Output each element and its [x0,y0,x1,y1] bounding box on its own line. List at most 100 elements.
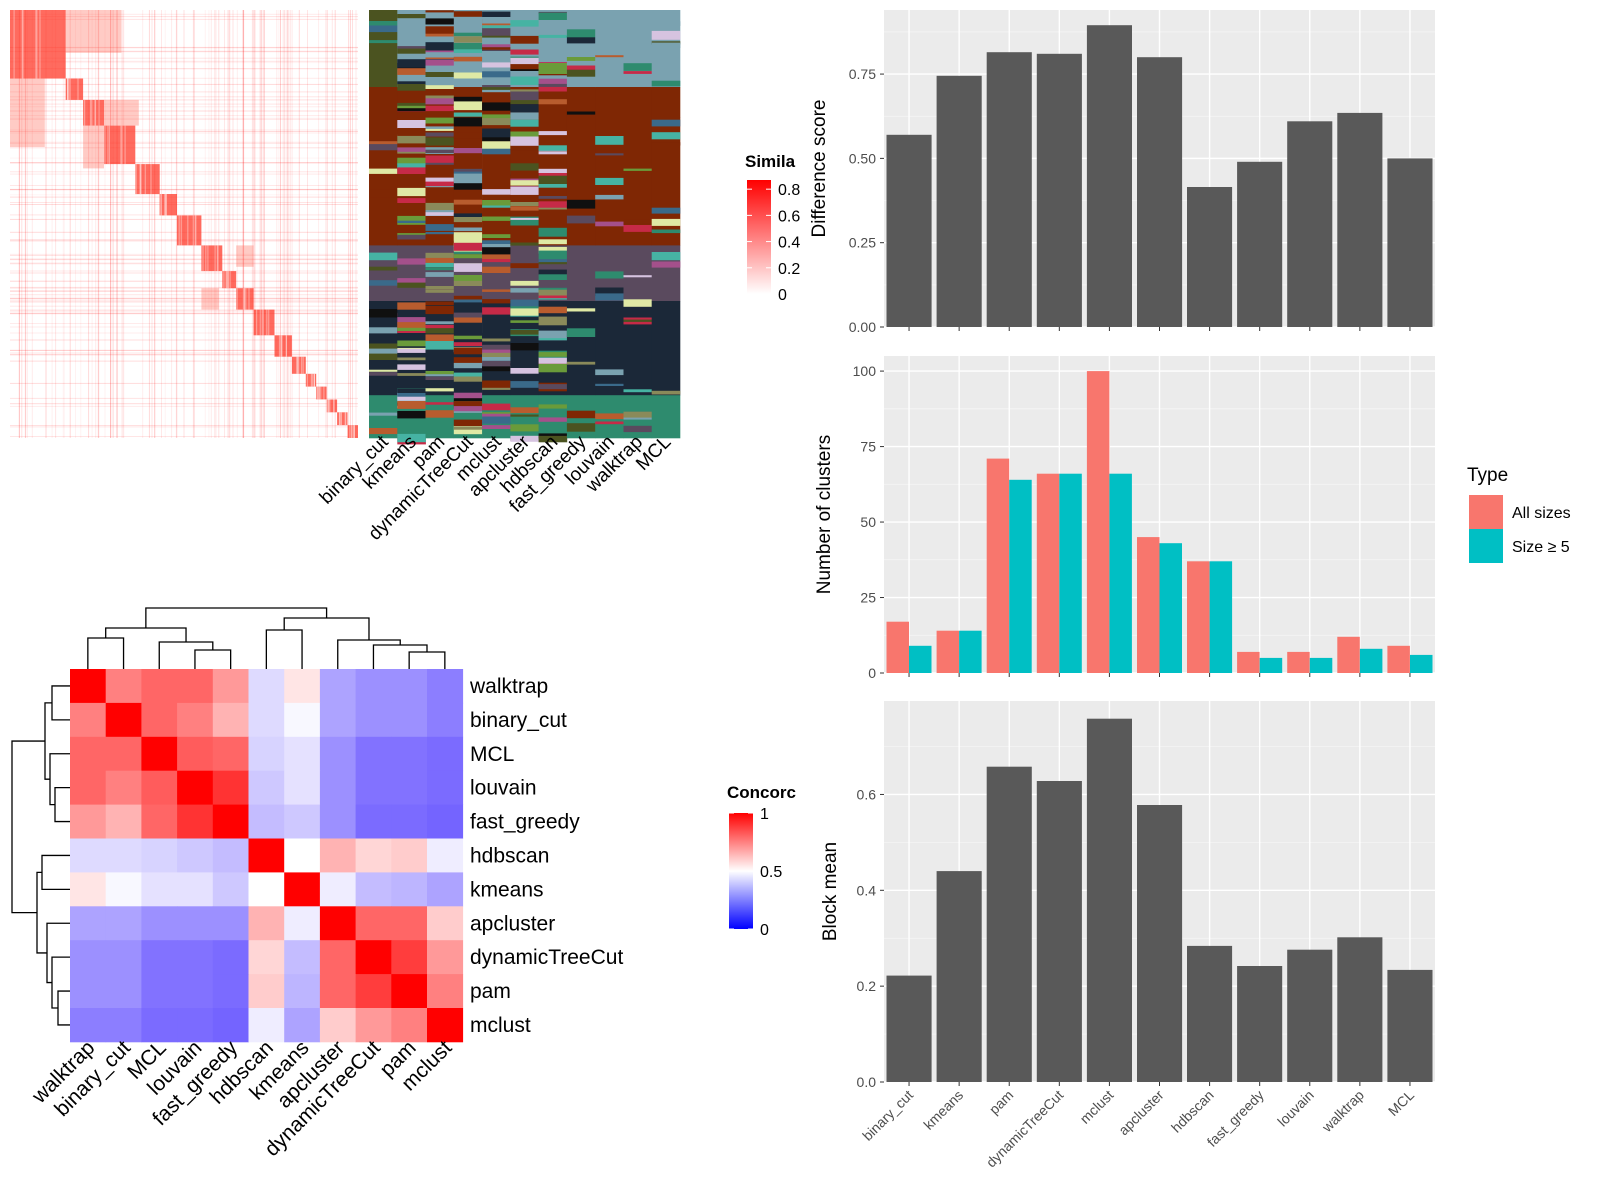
bar-mclust [1086,25,1132,327]
concordance-cell [248,940,285,975]
concordance-cell [248,770,285,805]
concordance-cell [427,804,464,839]
concordance-cell [212,770,249,805]
concordance-cell [355,669,392,704]
y-tick-label: 25 [860,590,876,606]
concordance-cell [248,736,285,772]
similarity-legend-tick: 0 [778,287,787,304]
bar-pam-1 [1009,479,1032,673]
concordance-cell [105,669,142,704]
y-tick-label: 75 [860,439,876,455]
bar-louvain [1287,949,1333,1082]
concordance-cell [141,940,178,975]
concordance-cell [284,838,321,873]
concordance-cell [248,1008,285,1043]
x-tick-label-louvain: louvain [1274,1087,1317,1130]
annotation-method-labels: binary_cutkmeanspamdynamicTreeCutmclusta… [316,431,676,544]
concordance-cell [319,1008,356,1043]
concordance-cell [427,838,464,873]
concordance-cell [391,804,428,839]
bar-louvain-0 [1287,651,1310,673]
concordance-cell [391,1008,428,1043]
concordance-cell [212,872,249,907]
concordance-cell [248,669,285,704]
concordance-cell [355,736,392,772]
concordance-cell [70,940,107,975]
concordance-cell [105,736,142,772]
similarity-legend-tick: 0.4 [778,235,800,252]
y-tick-label: 0.00 [849,319,876,335]
concordance-cell [141,804,178,839]
concordance-cell [427,872,464,907]
concordance-cell [177,838,214,873]
concordance-cell [105,940,142,975]
bar-apcluster-0 [1137,537,1160,673]
bar-apcluster [1137,57,1183,327]
concordance-cell [319,669,356,704]
concordance-cell [248,872,285,907]
concordance-cell [248,974,285,1009]
concordance-cell [355,770,392,805]
concordance-cell [70,702,107,738]
concordance-cell [177,804,214,839]
type-legend-title: Type [1467,465,1508,486]
similarity-legend: Simila 0.8 0.6 0.4 0.2 0 [745,152,800,304]
concordance-cell [284,702,321,738]
bar-louvain-1 [1309,657,1333,673]
concordance-cell [355,1008,392,1043]
concordance-cell [319,770,356,805]
legend-swatch-size5 [1469,529,1503,563]
type-legend: Type All sizes Size ≥ 5 [1467,465,1571,563]
bar-walktrap [1337,937,1383,1082]
concordance-cell [177,940,214,975]
y-tick-label: 0.0 [857,1074,877,1090]
bar-fast_greedy-1 [1259,657,1283,673]
row-label-binary_cut: binary_cut [470,709,567,732]
concordance-cell [177,1008,214,1043]
concordance-legend-tick: 0 [760,922,769,939]
method-annotation-panel [369,10,681,445]
row-label-kmeans: kmeans [470,878,544,901]
concordance-cell [284,1008,321,1043]
row-label-louvain: louvain [470,777,537,800]
concordance-row-dendrogram [11,685,70,1026]
x-tick-label-binary_cut: binary_cut [859,1087,916,1144]
bar-kmeans [936,75,982,327]
concordance-cell [319,702,356,738]
concordance-cell [391,669,428,704]
concordance-cell [70,1008,107,1043]
legend-label-size5: Size ≥ 5 [1512,539,1570,556]
concordance-cell [177,906,214,941]
concordance-cell [105,838,142,873]
bar-walktrap-0 [1337,636,1360,673]
similarity-colorbar [747,180,771,294]
concordance-cell [284,940,321,975]
concordance-cell [141,872,178,907]
concordance-legend-tick: 0.5 [760,864,782,881]
concordance-cell [141,736,178,772]
concordance-heatmap [70,669,464,1043]
concordance-cell [391,974,428,1009]
concordance-column-labels: walktrapbinary_cutMCLlouvainfast_greedyh… [27,1036,456,1161]
concordance-cell [391,872,428,907]
block-mean-chart: 0.0 0.2 0.4 0.6 Block mean binary_cut kmeans pa… [820,701,1435,1170]
concordance-cell [355,974,392,1009]
bar-apcluster-1 [1159,543,1182,673]
y-tick-label: 0.50 [849,150,876,166]
concordance-cell [355,804,392,839]
y-tick-label: 0 [868,665,876,681]
concordance-cell [427,940,464,975]
concordance-cell [248,838,285,873]
bar-fast_greedy [1237,161,1283,327]
bar-pam-0 [986,458,1010,673]
row-label-apcluster: apcluster [470,912,555,935]
concordance-cell [319,940,356,975]
concordance-cell [284,906,321,941]
concordance-cell [319,838,356,873]
concordance-cell [284,974,321,1009]
bar-louvain [1287,121,1333,327]
concordance-cell [248,906,285,941]
bar-hdbscan [1187,945,1233,1082]
similarity-legend-tick: 0.8 [778,182,800,199]
